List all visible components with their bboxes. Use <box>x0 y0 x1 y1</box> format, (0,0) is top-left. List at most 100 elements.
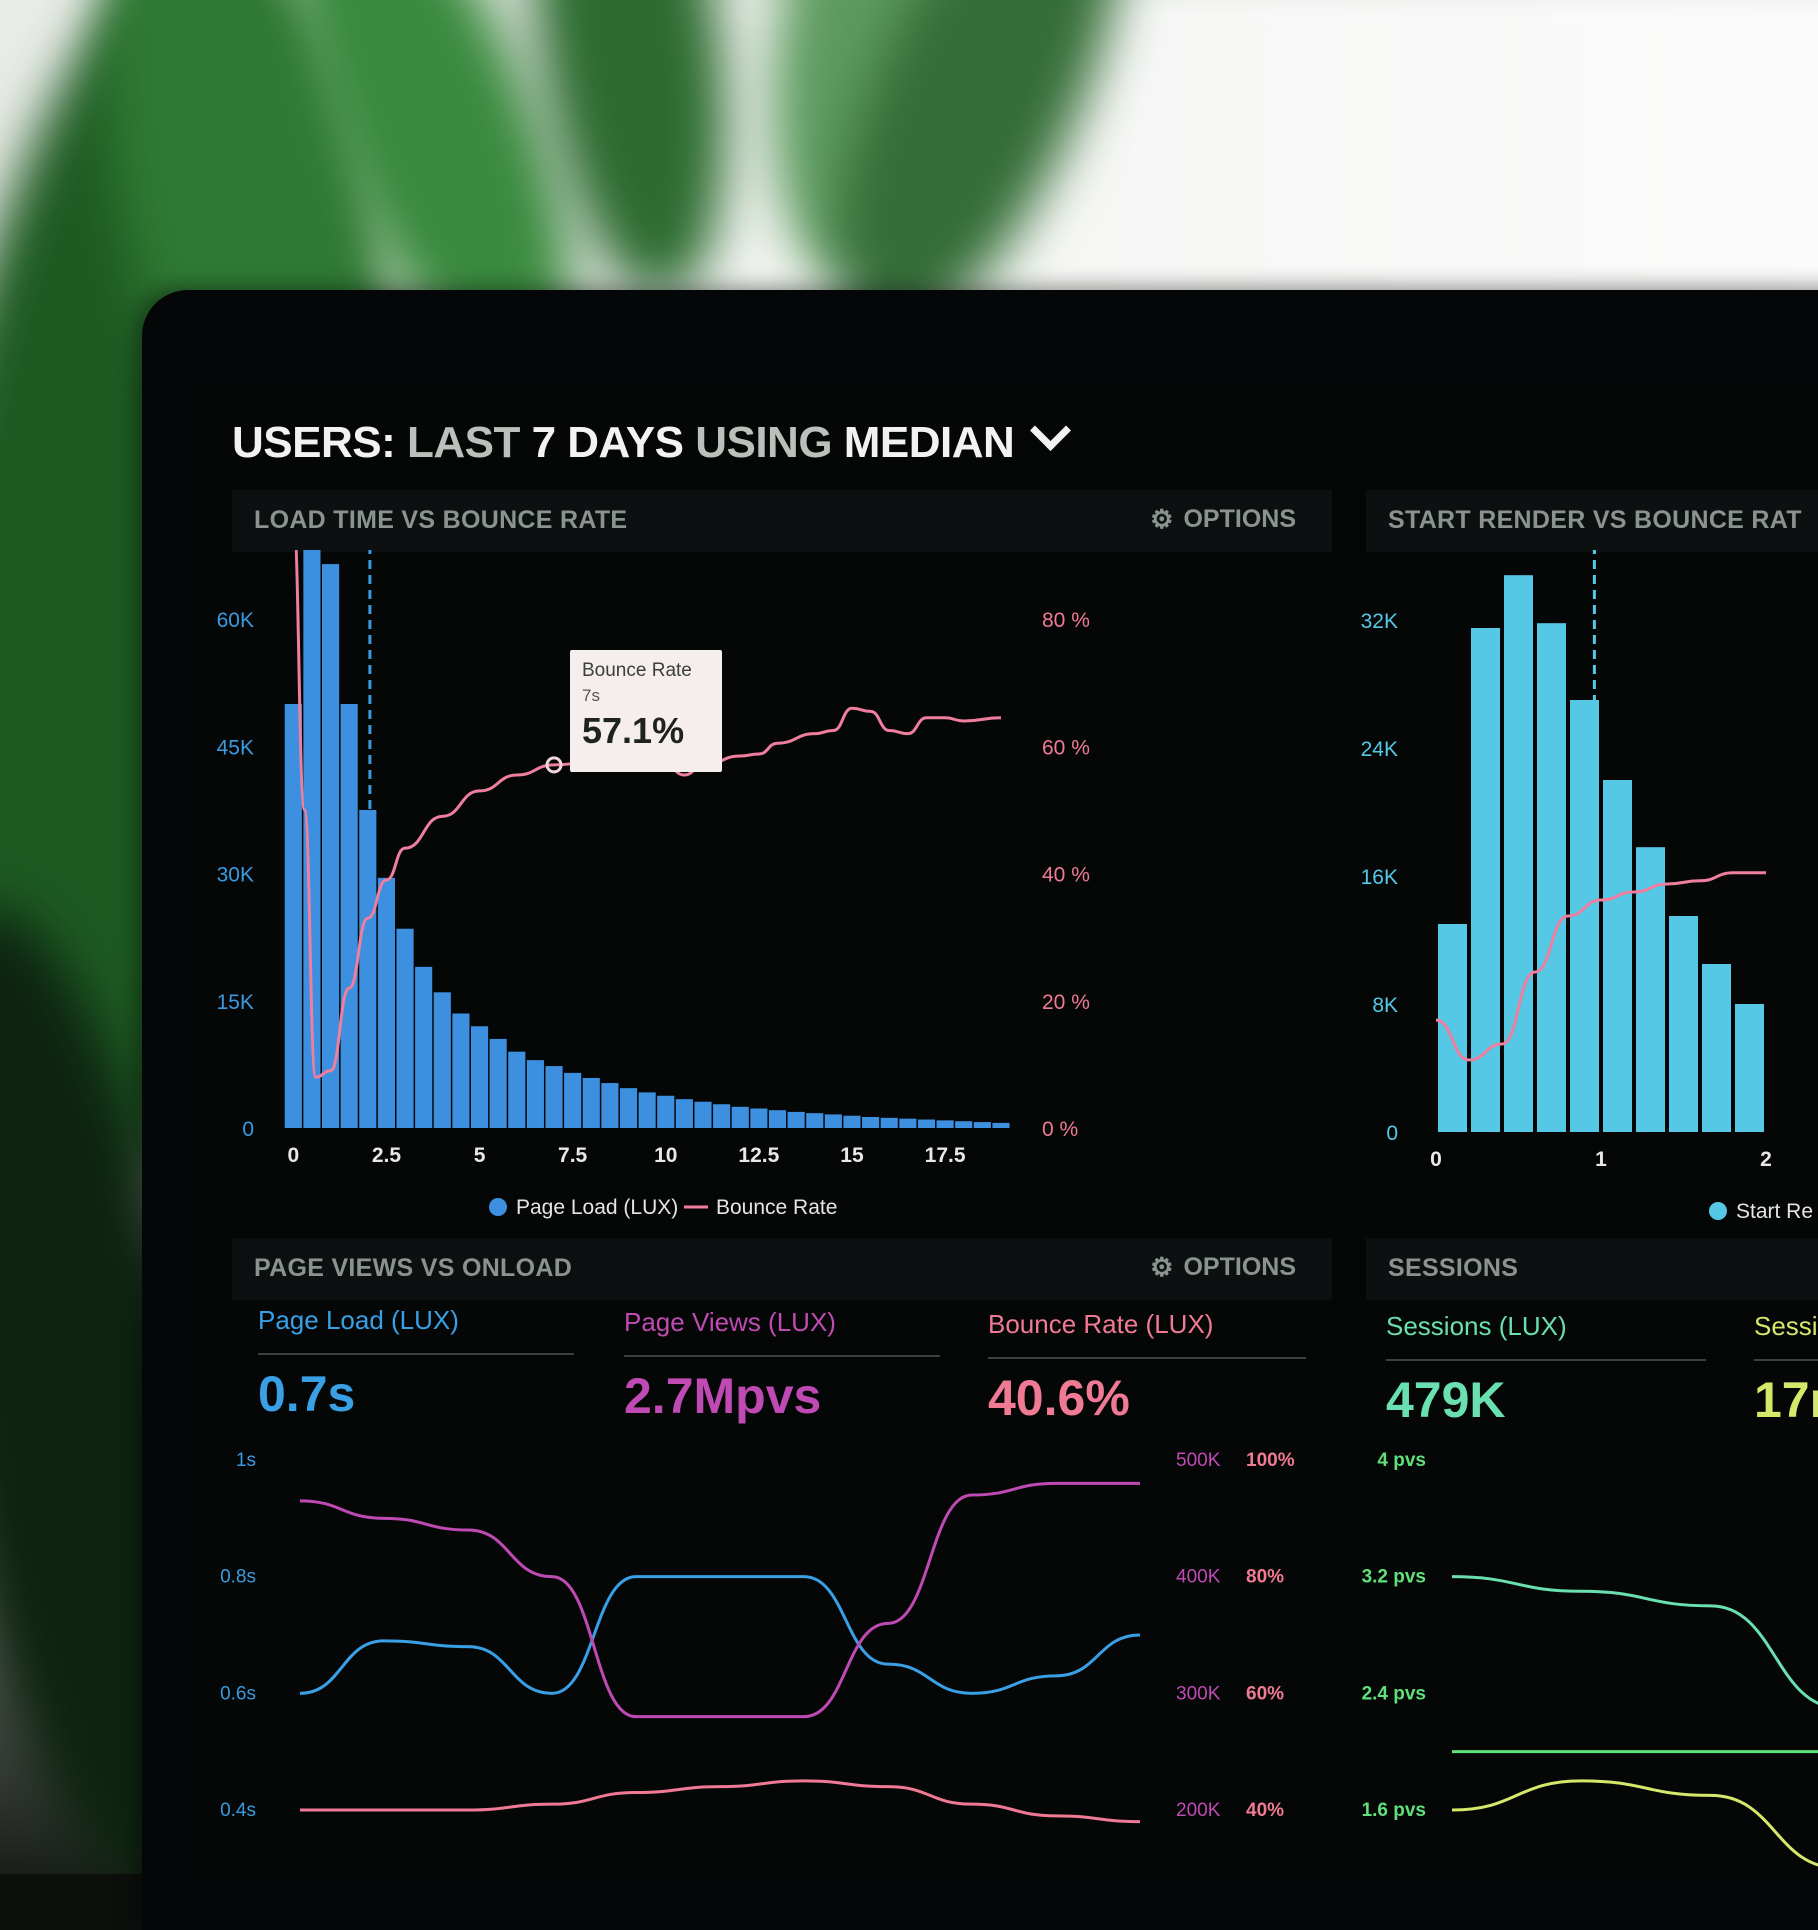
y-right-tick-label: 20 % <box>1042 991 1090 1014</box>
y-tick-label: 2.4 pvs <box>1362 1683 1426 1704</box>
bounce-rate-line <box>299 1779 1141 1824</box>
y-tick-label: 8K <box>1372 994 1398 1017</box>
load-bar <box>731 1106 749 1128</box>
render-bounce-chart: 08K16K24K32K40K012Median Start ReStart R… <box>1361 550 1813 1223</box>
load-bar <box>526 1060 544 1128</box>
load-bar <box>433 992 451 1128</box>
load-bar <box>992 1122 1010 1128</box>
y-right-tick-label: 80 % <box>1042 609 1090 632</box>
panel-title: SESSIONS <box>1388 1254 1519 1282</box>
load-bar <box>694 1101 712 1128</box>
divider <box>988 1357 1306 1359</box>
load-bar <box>713 1104 731 1128</box>
x-tick-label: 0 <box>1430 1148 1442 1171</box>
load-bar <box>768 1110 787 1128</box>
load-bar <box>564 1072 582 1128</box>
render-bar <box>1438 924 1467 1132</box>
y-right-tick-label: 300K <box>1176 1683 1221 1704</box>
load-bar <box>675 1099 693 1128</box>
options-button[interactable]: ⚙ OPTIONS <box>1150 1252 1296 1283</box>
legend-label: Start Re <box>1736 1200 1813 1223</box>
load-bar <box>619 1088 638 1128</box>
divider <box>258 1353 574 1355</box>
panel-title: LOAD TIME VS BOUNCE RATE <box>254 506 628 534</box>
options-label: OPTIONS <box>1183 1253 1296 1281</box>
panel-load-bounce-header: LOAD TIME VS BOUNCE RATE ⚙ OPTIONS <box>232 490 1332 552</box>
load-bar <box>601 1083 619 1128</box>
x-tick-label: 2 <box>1760 1148 1772 1171</box>
load-bar <box>824 1114 842 1128</box>
load-bar <box>396 928 414 1128</box>
metric-page-load-value: 0.7s <box>258 1366 356 1422</box>
title-using: USING <box>683 418 844 467</box>
title-users: USERS: <box>232 418 396 467</box>
panel-render-bounce-header: START RENDER VS BOUNCE RAT <box>1366 490 1818 552</box>
metric-sessions-value: 479K <box>1386 1372 1506 1428</box>
sessions-chart: 1.6 pvs 2.4 pvs 3.2 pvs 4 pvs <box>1362 1450 1818 1867</box>
y-right-tick-label: 500K <box>1176 1450 1221 1471</box>
load-bar <box>377 877 395 1128</box>
metric-page-views-label: Page Views (LUX) <box>624 1307 836 1337</box>
sessions-line <box>1451 1575 1818 1705</box>
page-views-line <box>299 1481 1140 1719</box>
y-tick-label: 1.6 pvs <box>1362 1800 1426 1821</box>
load-bar <box>936 1120 954 1128</box>
legend-dot <box>1709 1202 1727 1220</box>
y-right-tick-label: 200K <box>1176 1800 1221 1821</box>
x-tick-label: 10 <box>654 1144 677 1167</box>
y-tick-label: 30K <box>217 864 254 887</box>
load-bar <box>899 1118 917 1128</box>
panel-sessions-header: SESSIONS <box>1366 1238 1818 1300</box>
gear-icon: ⚙ <box>1150 1252 1174 1282</box>
options-button[interactable]: ⚙ OPTIONS <box>1150 504 1296 535</box>
y-right-tick-label: 40 % <box>1042 864 1090 887</box>
y-right-tick-label: 0 % <box>1042 1118 1078 1141</box>
title-median: MEDIAN <box>843 418 1015 467</box>
y-right-tick-label: 60% <box>1246 1683 1284 1704</box>
render-bar <box>1537 623 1566 1132</box>
y-right-tick-label: 40% <box>1246 1800 1284 1821</box>
metric-sessions2-value: 17r <box>1754 1372 1818 1428</box>
sessions-secondary-line <box>1451 1779 1818 1867</box>
metric-sessions-label: Sessions (LUX) <box>1386 1311 1567 1341</box>
y-tick-label: 0.6s <box>220 1683 256 1704</box>
y-tick-label: 60K <box>217 609 254 632</box>
chevron-down-icon[interactable] <box>1030 409 1072 452</box>
load-bar <box>638 1092 656 1128</box>
metric-bounce-label: Bounce Rate (LUX) <box>988 1309 1214 1339</box>
y-tick-label: 4 pvs <box>1377 1450 1426 1471</box>
load-bar <box>284 704 302 1128</box>
load-bar <box>359 810 377 1128</box>
y-tick-label: 1s <box>236 1450 256 1471</box>
render-bar <box>1504 575 1533 1132</box>
load-bar <box>303 550 321 1128</box>
load-bar <box>321 564 340 1128</box>
divider <box>1754 1359 1818 1361</box>
dashboard-screen: USERS: LAST 7 DAYS USING MEDIAN LOAD TIM… <box>200 390 1818 1874</box>
tooltip-sub: 7s <box>582 686 600 705</box>
page-title[interactable]: USERS: LAST 7 DAYS USING MEDIAN <box>232 409 1072 468</box>
y-tick-label: 32K <box>1361 610 1398 633</box>
render-bar <box>1735 1004 1764 1132</box>
load-bar <box>582 1077 600 1128</box>
y-right-tick-label: 100% <box>1246 1450 1295 1471</box>
x-tick-label: 5 <box>474 1144 486 1167</box>
render-bar <box>1471 628 1500 1132</box>
load-bar <box>489 1038 507 1128</box>
x-tick-label: 2.5 <box>372 1144 402 1167</box>
load-bar <box>340 704 358 1128</box>
load-bar <box>843 1115 861 1128</box>
render-bar <box>1636 847 1665 1132</box>
y-tick-label: 3.2 pvs <box>1362 1567 1426 1588</box>
metric-sessions2-label: Sessi <box>1754 1311 1818 1341</box>
metric-page-views-value: 2.7Mpvs <box>624 1368 822 1424</box>
y-tick-label: 45K <box>217 736 254 759</box>
x-tick-label: 0 <box>287 1144 299 1167</box>
y-tick-label: 0 <box>242 1118 254 1141</box>
hover-point <box>545 756 563 774</box>
y-tick-label: 0 <box>1386 1122 1398 1145</box>
tooltip-label: Bounce Rate <box>582 660 692 681</box>
divider <box>1386 1359 1706 1361</box>
load-bar <box>787 1111 805 1128</box>
load-bar <box>973 1122 991 1128</box>
